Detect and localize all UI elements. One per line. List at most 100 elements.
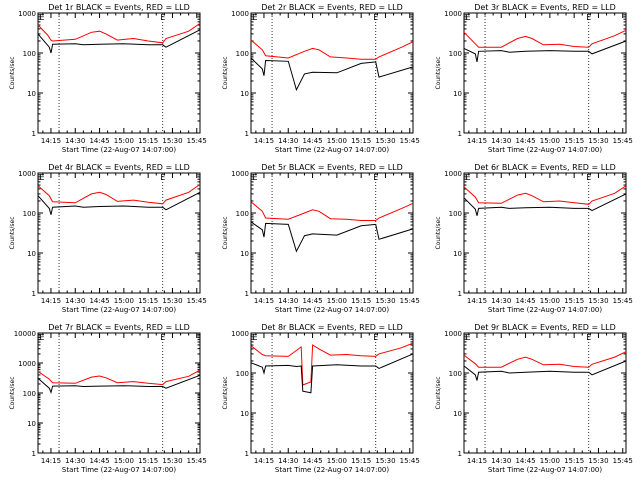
x-tick-label: 15:45	[613, 457, 633, 465]
x-tick-label: 14:30	[491, 137, 511, 145]
lld-rate-line	[250, 201, 414, 221]
event-marker-label: E	[373, 13, 378, 22]
x-tick-label: 15:30	[375, 457, 395, 465]
x-tick-label: 15:15	[138, 457, 158, 465]
y-tick-label: 1	[458, 290, 462, 298]
event-marker-label: E	[160, 173, 165, 182]
x-tick-label: 15:45	[400, 297, 420, 305]
y-tick-label: 10	[240, 90, 249, 98]
plot-frame	[37, 12, 201, 134]
event-marker-label: E	[465, 13, 470, 22]
x-tick-label: 14:30	[65, 457, 85, 465]
lld-rate-line	[37, 22, 201, 44]
event-marker-label: E	[586, 173, 591, 182]
lld-rate-line	[37, 369, 201, 386]
event-marker-label: E	[465, 333, 470, 342]
event-rate-line	[37, 29, 201, 54]
x-tick-label: 15:45	[613, 297, 633, 305]
x-axis-label: Start Time (22-Aug-07 14:07:00)	[275, 146, 389, 154]
x-tick-label: 14:15	[467, 137, 487, 145]
y-tick-label: 1000	[231, 330, 249, 338]
x-tick-label: 14:45	[515, 297, 535, 305]
x-tick-label: 15:00	[327, 297, 347, 305]
y-axis-label: Counts/sec	[435, 216, 442, 249]
lld-rate-line	[463, 29, 627, 48]
y-tick-label: 1000	[231, 170, 249, 178]
y-tick-label: 10	[453, 90, 462, 98]
panel-title: Det 7r BLACK = Events, RED = LLD	[48, 323, 190, 332]
event-marker-label: E	[252, 13, 257, 22]
x-tick-label: 14:15	[41, 457, 61, 465]
event-marker-label: E	[252, 333, 257, 342]
x-tick-label: 15:00	[540, 137, 560, 145]
y-axis-label: Counts/sec	[435, 376, 442, 409]
y-tick-label: 100	[236, 50, 249, 58]
plot-frame	[37, 332, 201, 454]
event-marker-label: E	[160, 13, 165, 22]
x-tick-label: 15:45	[400, 137, 420, 145]
y-axis-label: Counts/sec	[9, 376, 16, 409]
y-axis-label: Counts/sec	[222, 56, 229, 89]
x-tick-label: 14:15	[254, 297, 274, 305]
plot-frame	[463, 332, 627, 454]
y-tick-label: 10	[453, 410, 462, 418]
x-tick-label: 15:30	[375, 137, 395, 145]
panel-title: Det 6r BLACK = Events, RED = LLD	[474, 163, 616, 172]
y-tick-label: 10	[453, 250, 462, 258]
event-marker-label: E	[586, 13, 591, 22]
x-tick-label: 14:15	[254, 137, 274, 145]
x-axis-label: Start Time (22-Aug-07 14:07:00)	[62, 466, 176, 474]
x-axis-label: Start Time (22-Aug-07 14:07:00)	[488, 306, 602, 314]
x-tick-label: 15:45	[187, 297, 207, 305]
lld-rate-line	[250, 39, 414, 60]
y-axis-label: Counts/sec	[9, 216, 16, 249]
detector-panel-5: Det 5r BLACK = Events, RED = LLD 1 10 100 10…	[222, 163, 420, 314]
x-tick-label: 14:45	[515, 457, 535, 465]
x-tick-label: 15:15	[351, 297, 371, 305]
y-tick-label: 10	[27, 90, 36, 98]
y-tick-label: 1	[458, 450, 462, 458]
event-rate-line	[37, 374, 201, 395]
x-axis-label: Start Time (22-Aug-07 14:07:00)	[275, 466, 389, 474]
event-rate-line	[250, 353, 414, 394]
x-axis-label: Start Time (22-Aug-07 14:07:00)	[275, 306, 389, 314]
detector-panel-9: Det 9r BLACK = Events, RED = LLD 1 10 100 10…	[435, 323, 633, 474]
x-tick-label: 15:00	[540, 457, 560, 465]
event-rate-line	[463, 40, 627, 63]
panel-title: Det 5r BLACK = Events, RED = LLD	[261, 163, 403, 172]
y-tick-label: 10000	[14, 330, 36, 338]
detector-panel-6: Det 6r BLACK = Events, RED = LLD 1 10 100 10…	[435, 163, 633, 314]
y-tick-label: 1	[32, 130, 36, 138]
x-tick-label: 14:15	[41, 137, 61, 145]
event-marker-label: E	[373, 173, 378, 182]
x-tick-label: 14:45	[89, 457, 109, 465]
x-axis-label: Start Time (22-Aug-07 14:07:00)	[62, 146, 176, 154]
event-rate-line	[250, 221, 414, 253]
x-tick-label: 15:45	[187, 457, 207, 465]
x-tick-label: 15:15	[351, 457, 371, 465]
lld-rate-line	[463, 185, 627, 205]
x-tick-label: 15:30	[588, 137, 608, 145]
x-tick-label: 15:00	[114, 137, 134, 145]
x-tick-label: 14:45	[89, 137, 109, 145]
event-rate-line	[463, 360, 627, 381]
y-tick-label: 1	[245, 130, 249, 138]
x-tick-label: 15:45	[187, 137, 207, 145]
x-tick-label: 14:15	[254, 457, 274, 465]
panel-title: Det 4r BLACK = Events, RED = LLD	[48, 163, 190, 172]
panel-title: Det 1r BLACK = Events, RED = LLD	[48, 3, 190, 12]
y-tick-label: 1	[245, 450, 249, 458]
y-tick-label: 100	[449, 370, 462, 378]
event-marker-label: E	[465, 173, 470, 182]
y-tick-label: 1000	[444, 10, 462, 18]
x-tick-label: 14:15	[467, 297, 487, 305]
plot-frame	[250, 172, 414, 294]
x-tick-label: 15:30	[588, 297, 608, 305]
x-axis-label: Start Time (22-Aug-07 14:07:00)	[62, 306, 176, 314]
x-tick-label: 14:30	[278, 137, 298, 145]
detector-panel-4: Det 4r BLACK = Events, RED = LLD 1 10 100 10…	[9, 163, 207, 314]
event-rate-line	[37, 191, 201, 215]
y-tick-label: 10	[27, 420, 36, 428]
panel-title: Det 3r BLACK = Events, RED = LLD	[474, 3, 616, 12]
